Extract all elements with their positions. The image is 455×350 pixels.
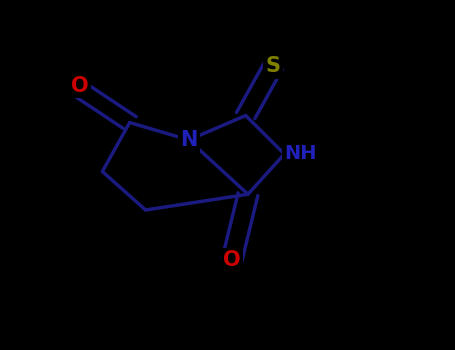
- Text: N: N: [180, 130, 197, 150]
- Text: O: O: [223, 250, 241, 270]
- Text: O: O: [71, 76, 88, 96]
- Text: NH: NH: [284, 145, 317, 163]
- Text: S: S: [266, 56, 280, 77]
